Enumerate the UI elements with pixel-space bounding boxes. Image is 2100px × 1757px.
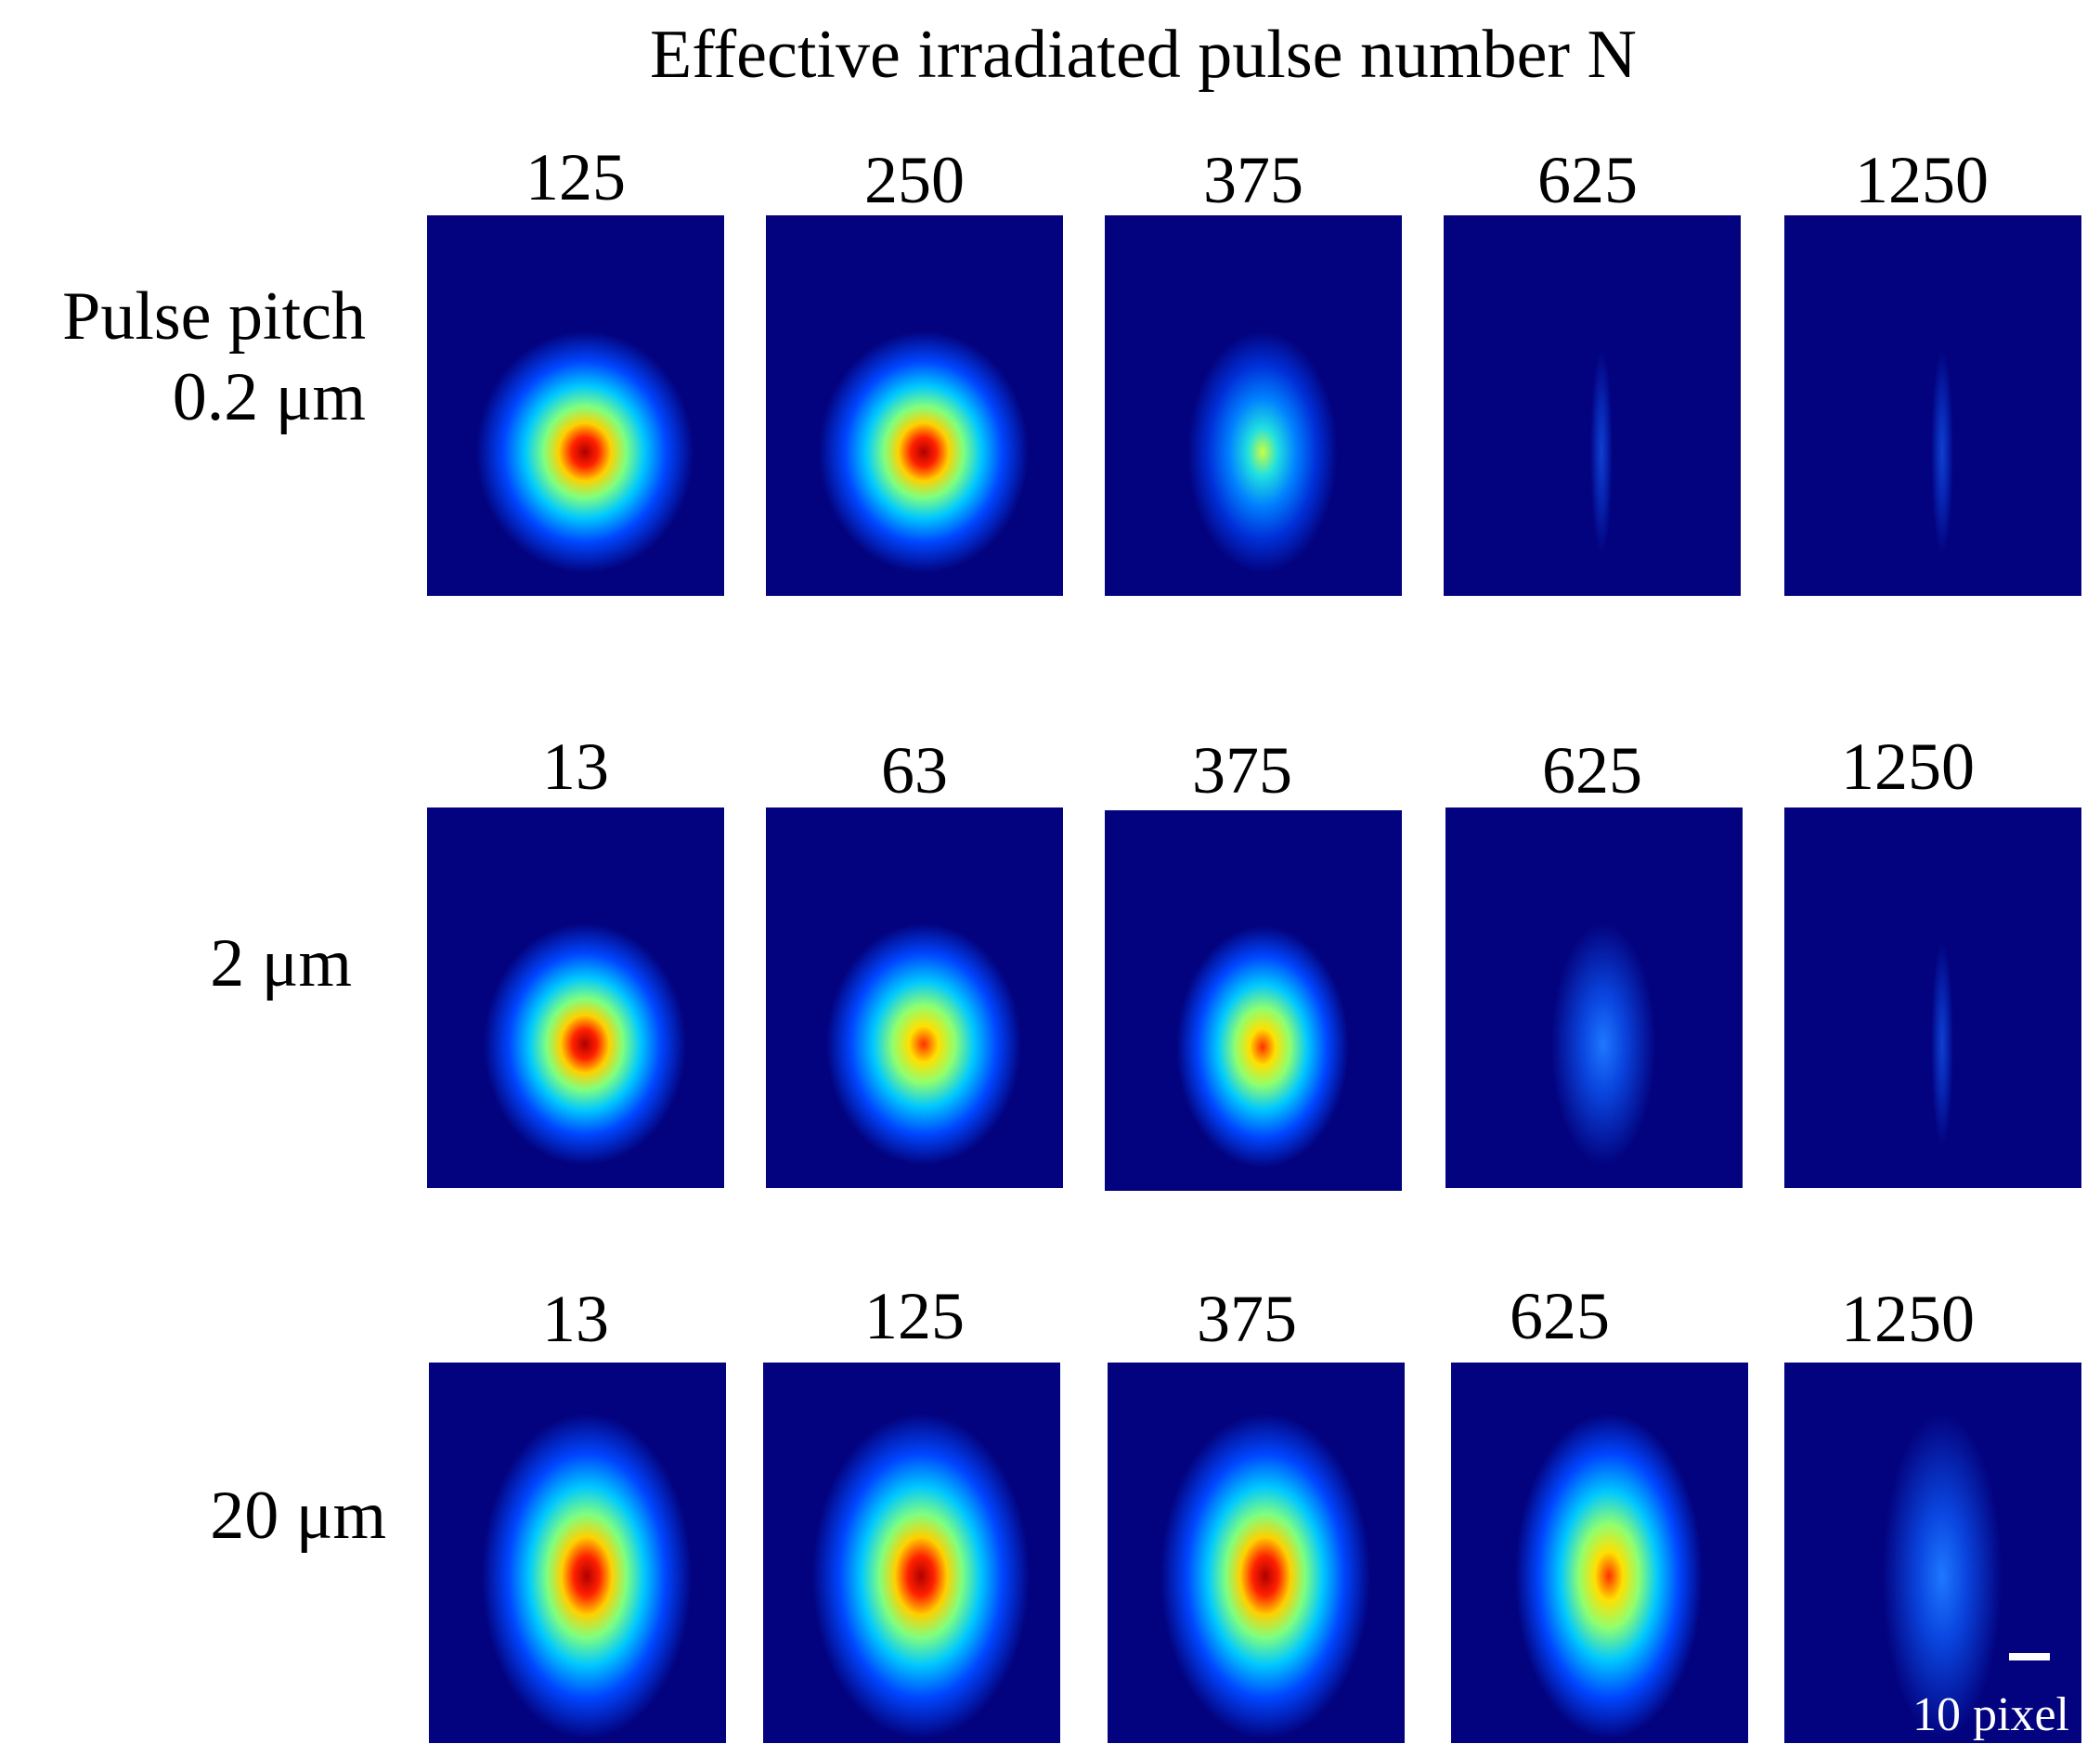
column-label: 375	[1197, 1282, 1297, 1356]
column-label: 375	[1192, 733, 1292, 807]
intensity-spot	[1931, 350, 1953, 554]
row-label-0-line1: Pulse pitch	[62, 278, 366, 355]
heatmap-panel	[1108, 1363, 1405, 1743]
intensity-spot	[1515, 1414, 1703, 1738]
intensity-spot	[476, 331, 694, 573]
intensity-spot	[812, 1414, 1030, 1738]
heatmap-panel	[427, 807, 724, 1188]
heatmap-panel	[766, 215, 1063, 596]
intensity-spot	[826, 924, 1021, 1165]
column-label: 375	[1203, 143, 1303, 217]
heatmap-panel	[1445, 807, 1743, 1188]
intensity-spot	[482, 1414, 692, 1738]
heatmap-panel	[1784, 807, 2081, 1188]
intensity-spot	[1590, 350, 1613, 554]
row-label-1-line2: 2 μm	[210, 925, 352, 1001]
heatmap-panel	[1784, 1363, 2081, 1743]
scale-bar	[2009, 1653, 2050, 1660]
row-label-0: Pulse pitch 0.2 μm	[13, 277, 366, 439]
intensity-spot	[484, 924, 686, 1165]
heatmap-panel	[1444, 215, 1741, 596]
column-label: 13	[542, 1282, 609, 1356]
scale-bar-label: 10 pixel	[1912, 1688, 2069, 1741]
row-label-2: 20 μm	[13, 1476, 386, 1557]
intensity-spot	[1187, 331, 1338, 573]
intensity-spot	[1176, 926, 1349, 1168]
column-label: 1250	[1841, 730, 1975, 804]
intensity-spot	[1931, 942, 1953, 1146]
column-label: 625	[1537, 143, 1638, 217]
column-label: 625	[1510, 1279, 1610, 1353]
heatmap-panel	[429, 1363, 726, 1743]
column-label: 13	[542, 730, 609, 804]
intensity-spot	[819, 331, 1029, 573]
column-label: 625	[1542, 733, 1642, 807]
intensity-spot	[1550, 924, 1656, 1165]
heatmap-panel	[1105, 810, 1402, 1191]
heatmap-panel	[427, 215, 724, 596]
column-label: 1250	[1855, 143, 1989, 217]
heatmap-panel	[1105, 215, 1402, 596]
row-label-2-line2: 20 μm	[210, 1478, 386, 1554]
row-label-1: 2 μm	[13, 924, 352, 1004]
intensity-spot	[1160, 1414, 1370, 1738]
intensity-spot	[1882, 1414, 2003, 1738]
heatmap-panel	[1784, 215, 2081, 596]
column-label: 250	[864, 143, 965, 217]
column-label: 1250	[1841, 1282, 1975, 1356]
heatmap-panel	[1451, 1363, 1748, 1743]
column-label: 125	[525, 140, 626, 214]
figure-title: Effective irradiated pulse number N	[650, 17, 1637, 93]
heatmap-panel	[766, 807, 1063, 1188]
column-label: 125	[864, 1279, 965, 1353]
row-label-0-line2: 0.2 μm	[172, 359, 366, 436]
column-label: 63	[881, 733, 948, 807]
heatmap-panel	[763, 1363, 1060, 1743]
